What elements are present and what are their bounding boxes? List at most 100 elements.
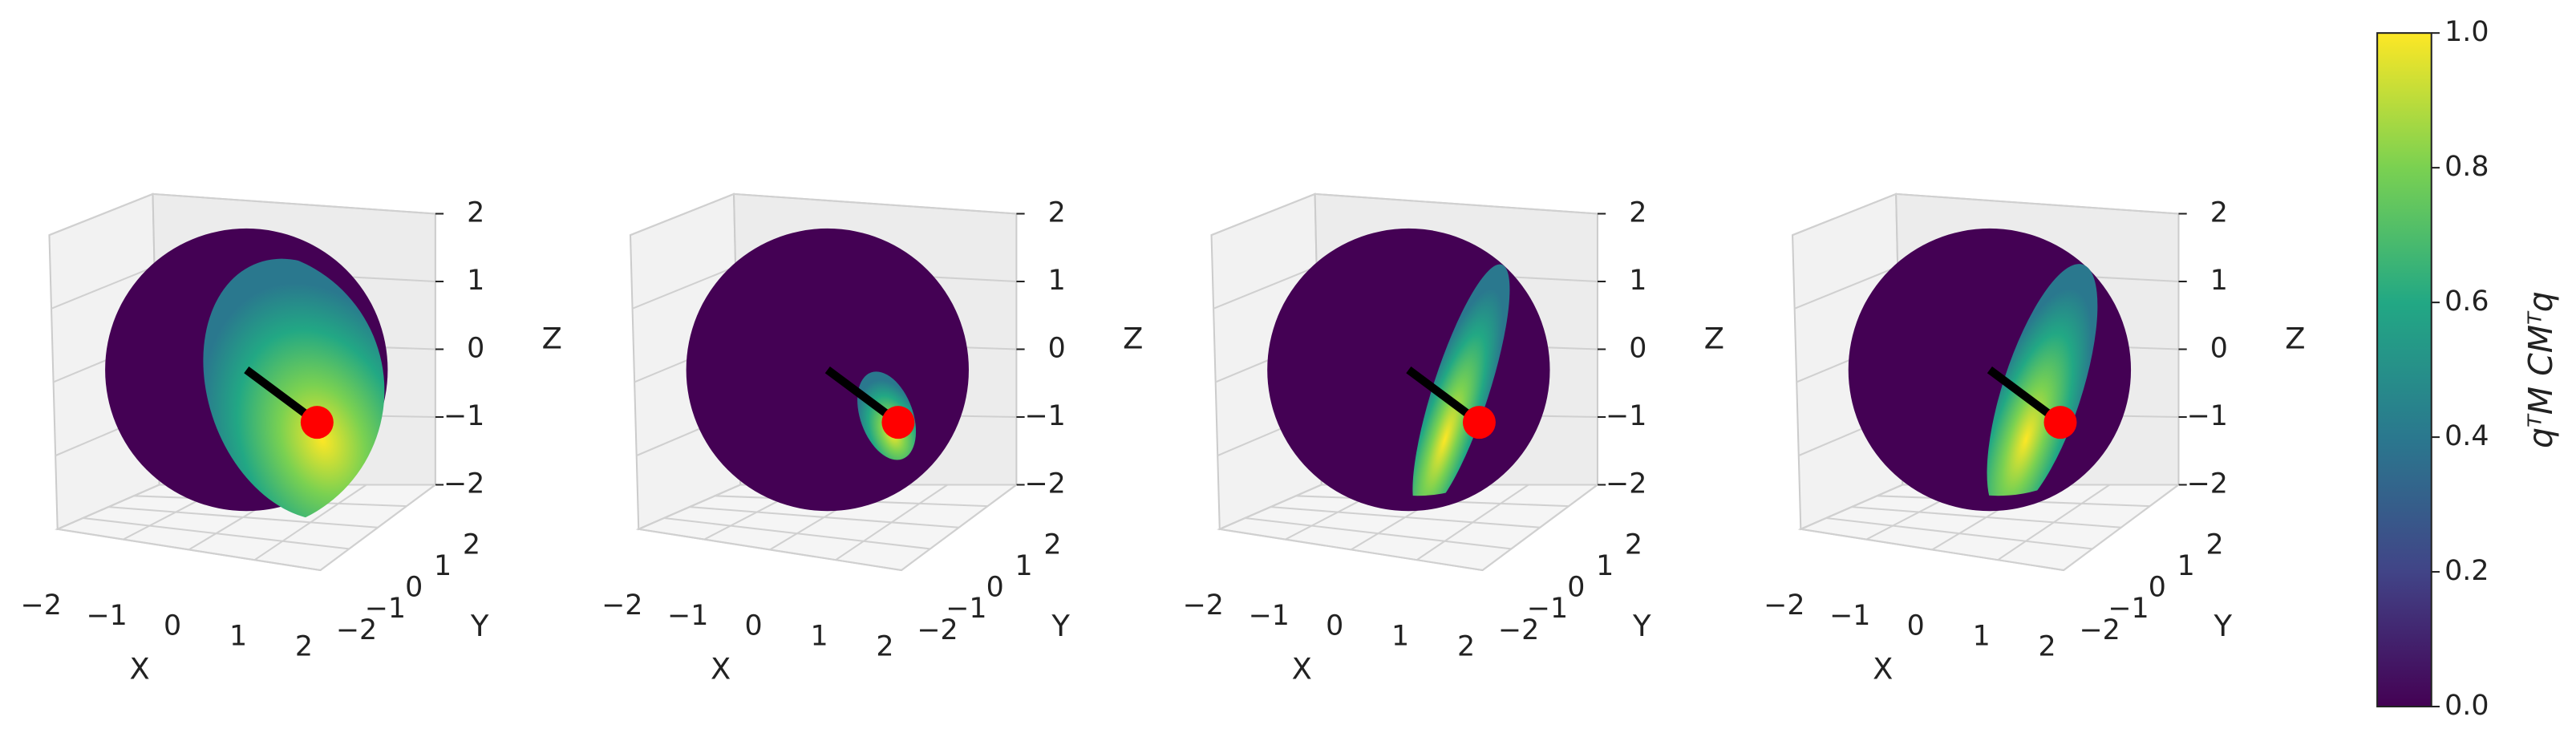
x-tick-label: −1	[667, 600, 708, 632]
y-tick-label: 1	[434, 550, 452, 582]
colorbar-tick-label: 0.6	[2444, 286, 2489, 318]
colorbar-tick-label: 0.2	[2444, 555, 2489, 587]
axis-title: Y	[2213, 609, 2233, 643]
x-tick-label: 2	[876, 630, 893, 662]
axis-title: Y	[470, 609, 489, 643]
x-tick-label: 0	[1907, 610, 1925, 642]
y-tick-label: −2	[917, 614, 958, 646]
grid-line	[1211, 192, 1598, 237]
y-tick-label: −2	[336, 614, 377, 646]
y-tick-label: 2	[1625, 528, 1642, 561]
colorbar-tick-label: 1.0	[2444, 16, 2489, 48]
colorbar-tick-label: 0.0	[2444, 690, 2489, 722]
heat-region	[1987, 264, 2098, 516]
z-tick-label: 0	[467, 332, 484, 364]
axis-title: X	[711, 651, 731, 686]
grid-line	[83, 516, 350, 550]
z-tick-label: 2	[467, 196, 484, 229]
y-tick-label: −2	[2079, 614, 2120, 646]
z-tick-label: 1	[467, 265, 484, 297]
z-tick-label: −1	[1025, 400, 1066, 432]
x-tick-label: 1	[810, 620, 828, 652]
grid-line	[1792, 192, 2179, 237]
point	[881, 406, 915, 439]
y-tick-label: 2	[463, 528, 480, 561]
z-tick-label: 0	[1048, 332, 1066, 364]
z-tick-label: −2	[2187, 468, 2228, 500]
grid-line	[630, 192, 1017, 237]
y-tick-label: −1	[2108, 593, 2149, 625]
y-tick-label: 1	[1596, 550, 1614, 582]
x-tick-label: 2	[1457, 630, 1475, 662]
x-tick-label: −1	[1249, 600, 1290, 632]
x-tick-label: 2	[295, 630, 313, 662]
y-tick-label: 0	[986, 572, 1004, 604]
axis-title: X	[129, 651, 149, 686]
grid-line	[1800, 528, 2064, 572]
z-tick-label: −1	[444, 400, 484, 432]
grid-line	[638, 528, 902, 572]
x-tick-label: 0	[745, 610, 763, 642]
grid-line	[663, 516, 930, 550]
axis-title: Y	[1051, 609, 1070, 643]
x-tick-label: −2	[601, 589, 642, 622]
grid-line	[108, 506, 379, 528]
point	[1462, 406, 1496, 439]
y-tick-label: −1	[1527, 593, 1568, 625]
z-tick-label: 2	[1048, 196, 1066, 229]
grid-line	[1219, 528, 1483, 572]
y-tick-label: 0	[405, 572, 423, 604]
y-tick-label: 2	[1043, 528, 1061, 561]
heat-region	[1412, 264, 1510, 515]
z-tick-label: 1	[2210, 265, 2228, 297]
axis-title: X	[1873, 651, 1893, 686]
y-tick-label: 0	[1567, 572, 1585, 604]
z-tick-label: 0	[2210, 332, 2228, 364]
grid-line	[57, 528, 321, 572]
x-tick-label: −2	[1764, 589, 1804, 622]
z-tick-label: 1	[1048, 265, 1066, 297]
heat-region	[203, 258, 405, 520]
axis-title: Z	[1704, 322, 1724, 356]
z-tick-label: −1	[1606, 400, 1646, 432]
x-tick-label: 1	[1391, 620, 1409, 652]
z-tick-label: 2	[1629, 196, 1646, 229]
axis-title: Z	[542, 322, 562, 356]
colorbar-label: qᵀM CMᵀq	[2521, 291, 2560, 448]
grid-line	[1851, 506, 2121, 528]
point	[2043, 406, 2077, 439]
z-tick-label: −1	[2187, 400, 2228, 432]
y-tick-label: −1	[946, 593, 986, 625]
colorbar-tick-label: 0.4	[2444, 420, 2489, 452]
x-tick-label: 1	[229, 620, 247, 652]
colorbar-tick-label: 0.8	[2444, 151, 2489, 183]
colorbar	[2376, 32, 2432, 708]
point	[300, 406, 334, 439]
y-tick-label: 1	[1015, 550, 1033, 582]
x-tick-label: 0	[164, 610, 181, 642]
grid-line	[689, 506, 959, 528]
axis-title: Z	[2285, 322, 2305, 356]
grid-line	[1825, 516, 2093, 550]
y-tick-label: 1	[2177, 550, 2195, 582]
x-tick-label: −1	[86, 600, 127, 632]
axis-title: Z	[1123, 322, 1143, 356]
axis-title: Y	[1632, 609, 1651, 643]
x-tick-label: 1	[1973, 620, 1991, 652]
z-tick-label: −2	[1025, 468, 1066, 500]
z-tick-label: 2	[2210, 196, 2228, 229]
x-tick-label: −1	[1829, 600, 1870, 632]
grid-line	[1270, 506, 1541, 528]
axis-title: X	[1292, 651, 1312, 686]
x-tick-label: −2	[21, 589, 62, 622]
x-tick-label: −2	[1183, 589, 1224, 622]
z-tick-label: 0	[1629, 332, 1646, 364]
grid-line	[49, 192, 435, 237]
z-tick-label: 1	[1629, 265, 1646, 297]
y-tick-label: −2	[1498, 614, 1539, 646]
